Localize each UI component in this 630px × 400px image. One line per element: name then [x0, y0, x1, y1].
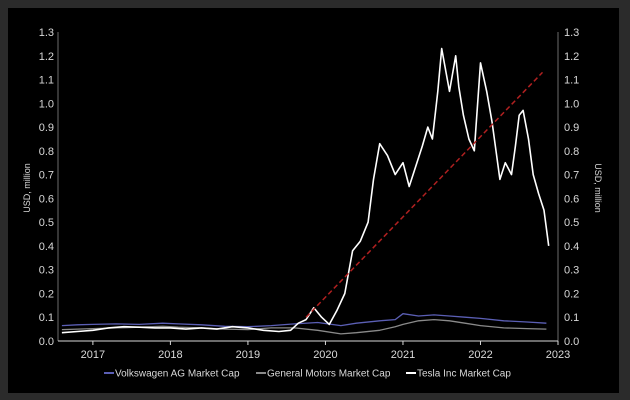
x-tick-label: 2020	[313, 349, 337, 361]
right-y-tick-label: 0.4	[564, 241, 579, 253]
right-y-tick-label: 0.3	[564, 265, 579, 277]
right-y-tick-label: 0.2	[564, 288, 579, 300]
right-y-tick-label: 1.0	[564, 98, 579, 110]
left-y-tick-label: 0.3	[39, 265, 54, 277]
right-y-tick-label: 0.9	[564, 122, 579, 134]
x-tick-label: 2019	[236, 349, 260, 361]
right-y-tick-label: 0.0	[564, 336, 579, 348]
right-y-tick-label: 0.1	[564, 312, 579, 324]
left-y-tick-label: 1.0	[39, 98, 54, 110]
left-y-tick-label: 0.6	[39, 193, 54, 205]
left-y-tick-label: 0.8	[39, 146, 54, 158]
left-y-tick-labels: 0.0 0.1 0.2 0.3 0.4 0.5 0.6 0.7 0.8 0.9 1.0 1.1 1.2 1…	[39, 27, 54, 348]
left-y-tick-label: 0.9	[39, 122, 54, 134]
right-y-tick-label: 0.5	[564, 217, 579, 229]
left-y-tick-label: 1.1	[39, 75, 54, 87]
right-y-tick-label: 1.2	[564, 51, 579, 63]
right-y-tick-label: 1.3	[564, 27, 579, 39]
left-y-tick-label: 0.7	[39, 170, 54, 182]
right-y-tick-label: 0.8	[564, 146, 579, 158]
left-y-tick-label: 0.4	[39, 241, 54, 253]
left-y-tick-label: 0.5	[39, 217, 54, 229]
x-tick-label: 2022	[468, 349, 492, 361]
series-lines	[61, 47, 550, 335]
right-y-tick-labels: 0.0 0.1 0.2 0.3 0.4 0.5 0.6 0.7 0.8 0.9 1.0 1.1 1.2 1…	[564, 27, 579, 348]
right-y-tick-label: 0.6	[564, 193, 579, 205]
left-y-tick-label: 1.3	[39, 27, 54, 39]
left-y-tick-label: 0.1	[39, 312, 54, 324]
x-tick-labels: 2017 2018 2019 2020 2021 2022 2023	[81, 341, 570, 361]
market-cap-chart: 0.0 0.1 0.2 0.3 0.4 0.5 0.6 0.7 0.8 0.9 1.0 1.1 1.2 1…	[22, 27, 603, 380]
x-tick-label: 2021	[391, 349, 415, 361]
axes-group	[57, 32, 559, 342]
right-y-axis-title: USD, million	[593, 163, 603, 213]
left-y-tick-label: 0.0	[39, 336, 54, 348]
left-y-axis-title: USD, million	[22, 163, 32, 213]
left-y-tick-label: 1.2	[39, 51, 54, 63]
legend: Volkswagen AG Market Cap General Motors M…	[104, 369, 511, 380]
trend-line	[305, 71, 544, 318]
right-y-tick-label: 0.7	[564, 170, 579, 182]
right-y-tick-label: 1.1	[564, 75, 579, 87]
x-tick-label: 2023	[546, 349, 570, 361]
tesla-inc-market-cap-legend-label: Tesla Inc Market Cap	[417, 369, 511, 380]
left-y-tick-label: 0.2	[39, 288, 54, 300]
x-tick-label: 2018	[158, 349, 182, 361]
x-tick-label: 2017	[81, 349, 105, 361]
tesla-inc-market-cap-line	[61, 47, 550, 334]
chart-panel: 0.0 0.1 0.2 0.3 0.4 0.5 0.6 0.7 0.8 0.9 1.0 1.1 1.2 1…	[8, 8, 619, 393]
general-motors-market-cap-legend-label: General Motors Market Cap	[267, 369, 391, 380]
volkswagen-ag-market-cap-legend-label: Volkswagen AG Market Cap	[115, 369, 240, 380]
